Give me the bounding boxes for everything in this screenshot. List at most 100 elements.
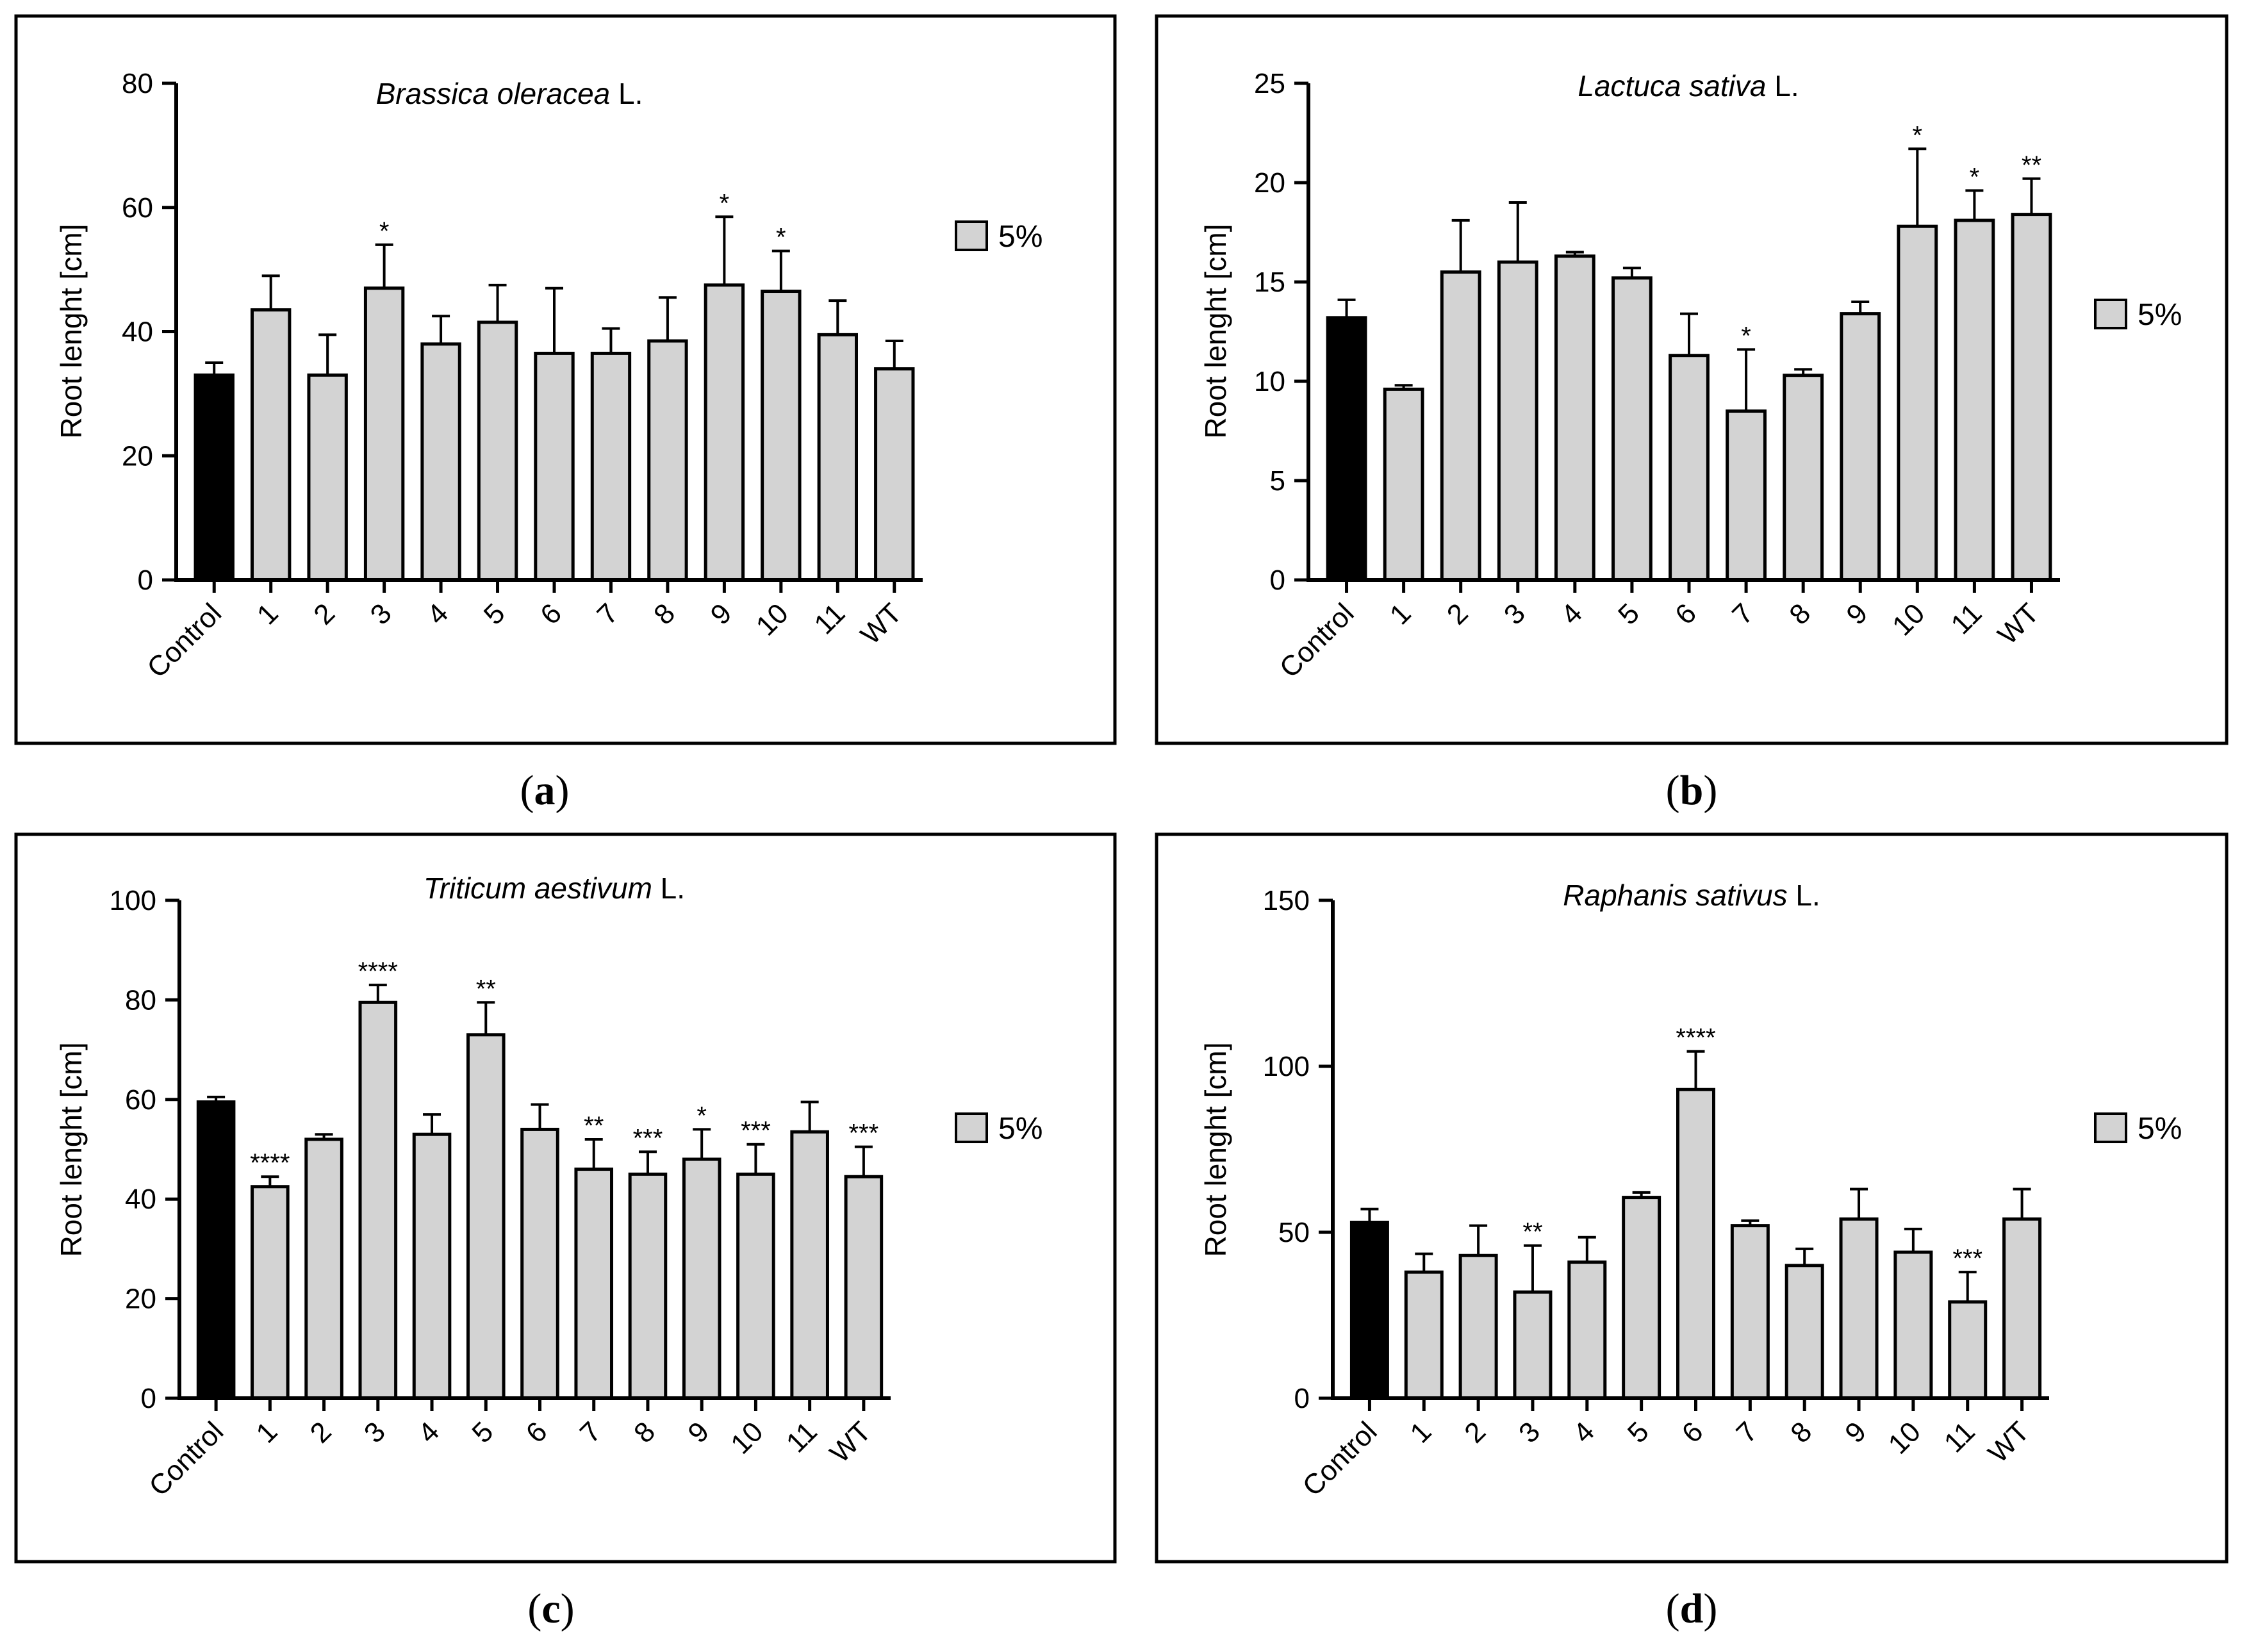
- error-bar: [261, 1175, 279, 1187]
- significance-marker: ***: [741, 1117, 771, 1145]
- bar-3: [1513, 1290, 1553, 1400]
- panel-label-close: ): [1703, 767, 1717, 814]
- significance-marker: ****: [1676, 1024, 1715, 1052]
- error-bar: [1337, 298, 1356, 318]
- axes: [177, 900, 891, 1400]
- bar-2: [1458, 1253, 1498, 1400]
- chart-title-suffix: L.: [610, 77, 643, 110]
- bar-11: [1948, 1300, 1988, 1400]
- bar-wt: [2011, 213, 2052, 582]
- error-bar: [1686, 1050, 1705, 1090]
- panel-label-open: (: [520, 767, 534, 814]
- legend-label: 5%: [2138, 1112, 2182, 1146]
- panel-label-close: ): [1703, 1585, 1717, 1632]
- legend-swatch: [955, 1112, 988, 1143]
- y-tick-label: 20: [1254, 167, 1285, 199]
- error-bar: [531, 1103, 549, 1130]
- error-bar: [1958, 1271, 1977, 1302]
- error-bar: [746, 1143, 765, 1175]
- error-bar: [545, 286, 563, 354]
- y-tick-label: 0: [1294, 1383, 1310, 1414]
- bar-8: [1783, 374, 1824, 582]
- y-tick-label: 60: [125, 1084, 156, 1116]
- bar-wt: [844, 1175, 884, 1400]
- error-bar: [318, 333, 337, 376]
- error-bar: [261, 274, 280, 310]
- error-bar: [488, 283, 507, 322]
- y-axis-label: Root lenght [cm]: [54, 1043, 88, 1257]
- legend-swatch: [955, 220, 988, 251]
- y-tick-label: 40: [125, 1184, 156, 1215]
- y-tick-label: 10: [1254, 366, 1285, 397]
- significance-marker: *: [720, 189, 730, 217]
- error-bar: [693, 1128, 711, 1160]
- error-bar: [771, 249, 790, 292]
- significance-marker: *: [1913, 121, 1923, 149]
- error-bar: [854, 1145, 873, 1177]
- error-bar: [2013, 1187, 2031, 1219]
- bar-control: [196, 1100, 236, 1400]
- axes: [1306, 83, 2060, 582]
- error-bar: [638, 1150, 657, 1175]
- bar-7: [1730, 1224, 1770, 1400]
- error-bar: [1565, 251, 1584, 256]
- bar-5: [1622, 1196, 1661, 1400]
- y-tick-label: 100: [1263, 1051, 1310, 1082]
- bar-7: [590, 351, 632, 582]
- significance-marker: *: [697, 1102, 707, 1130]
- y-axis-label: Root lenght [cm]: [1199, 1043, 1232, 1257]
- bar-4: [412, 1132, 452, 1400]
- bar-2: [307, 373, 348, 582]
- chart-title: Lactuca sativa L.: [1578, 69, 1799, 103]
- y-tick-label: 60: [122, 192, 153, 224]
- bar-10: [736, 1172, 775, 1400]
- error-bar: [1850, 1187, 1868, 1219]
- error-bar: [1622, 267, 1641, 278]
- y-tick-label: 50: [1278, 1217, 1310, 1248]
- error-bar: [432, 315, 450, 344]
- y-tick-label: 20: [122, 440, 153, 472]
- y-tick-label: 0: [1270, 565, 1285, 596]
- chart-title-suffix: L.: [652, 871, 685, 905]
- y-tick-label: 15: [1254, 267, 1285, 298]
- chart-title: Triticum aestivum L.: [424, 871, 685, 905]
- error-bar: [1794, 368, 1813, 376]
- bar-10: [761, 290, 802, 582]
- error-bar: [1394, 384, 1413, 390]
- significance-marker: ***: [1952, 1244, 1982, 1273]
- error-bar: [207, 1095, 226, 1102]
- bar-5: [1611, 276, 1653, 582]
- y-tick-label: 80: [125, 984, 156, 1016]
- y-tick-label: 0: [141, 1383, 156, 1414]
- error-bar: [423, 1113, 441, 1135]
- legend-swatch: [2094, 299, 2127, 329]
- bar-wt: [874, 367, 915, 582]
- legend-label: 5%: [998, 1112, 1043, 1146]
- chart-panel-a: Brassica oleracea L. Root lenght [cm] 0 20 4…: [14, 14, 1117, 814]
- error-bar: [1737, 348, 1756, 411]
- chart-title-species: Brassica oleracea: [376, 77, 611, 110]
- bar-6: [534, 351, 575, 582]
- panel-label-open: (: [527, 1585, 541, 1632]
- significance-marker: **: [476, 975, 496, 1003]
- error-bar: [1523, 1244, 1542, 1293]
- error-bar: [658, 296, 677, 342]
- significance-marker: ****: [250, 1149, 290, 1177]
- panel-label: (a): [520, 767, 570, 814]
- error-bar: [1908, 147, 1927, 227]
- bar-5: [477, 320, 518, 582]
- significance-marker: **: [1522, 1218, 1542, 1246]
- significance-marker: **: [2022, 151, 2041, 179]
- bar-6: [520, 1127, 559, 1400]
- bar-11: [817, 333, 858, 582]
- significance-marker: *: [1970, 163, 1980, 191]
- legend-label: 5%: [2138, 298, 2182, 332]
- error-bar: [1741, 1219, 1760, 1226]
- chart-title-species: Lactuca sativa: [1578, 69, 1766, 103]
- bar-control: [1349, 1220, 1389, 1400]
- y-tick-label: 0: [138, 565, 153, 596]
- bar-11: [790, 1130, 829, 1400]
- error-bar: [828, 299, 847, 335]
- chart-panel-d: Raphanis sativus L. Root lenght [cm] 0 50 10…: [1155, 832, 2229, 1632]
- significance-marker: *: [776, 224, 786, 252]
